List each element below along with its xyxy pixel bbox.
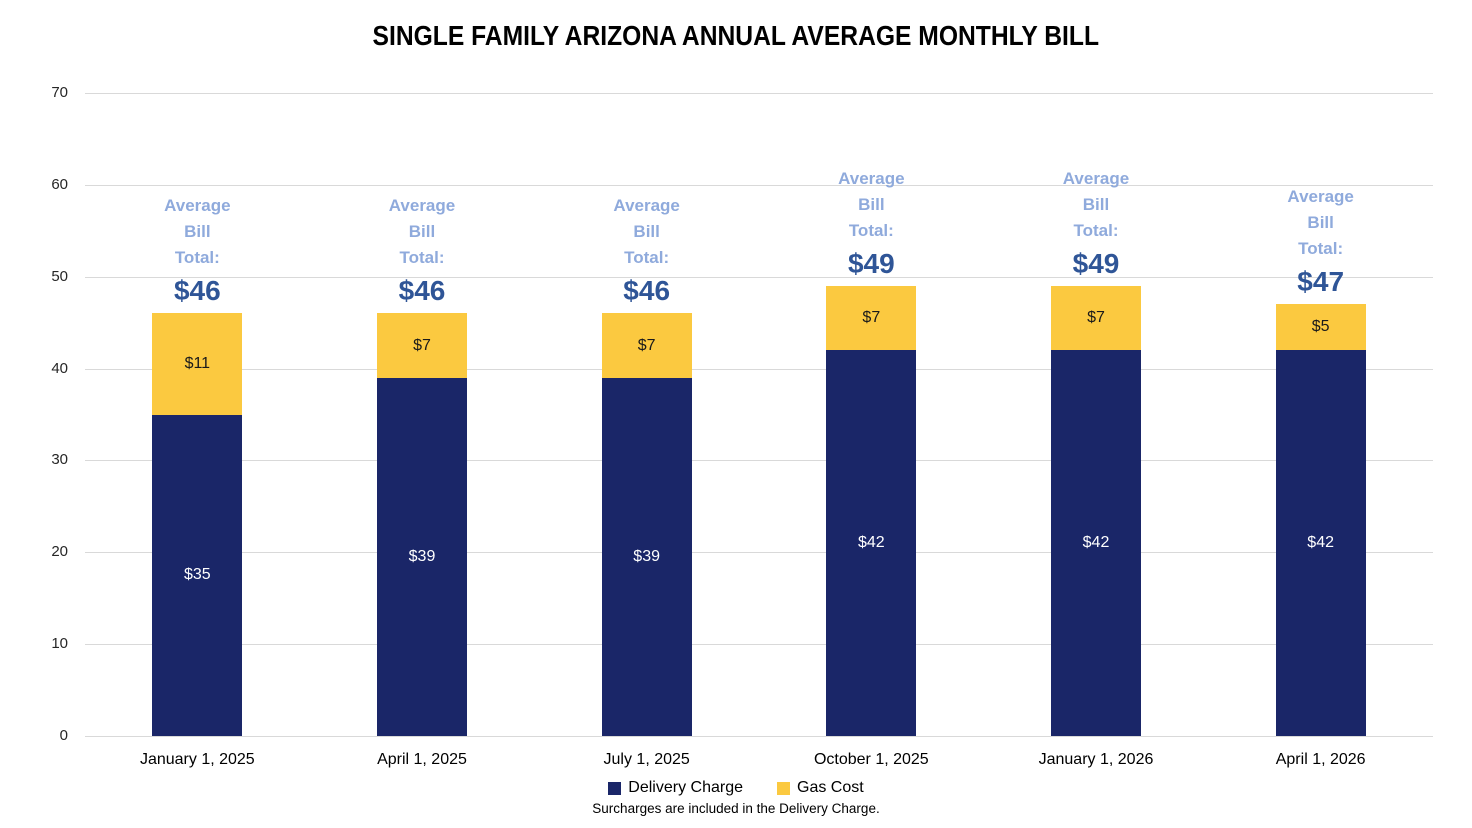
delivery-charge-value-label: $39: [408, 547, 436, 565]
annotation-total-value: $46: [173, 275, 221, 307]
gas-cost-value-label: $7: [637, 336, 656, 354]
x-axis-category-label: January 1, 2026: [1038, 751, 1154, 768]
annotation-heading-line: Bill: [1307, 213, 1334, 233]
gridline: [85, 368, 1433, 370]
annotation-heading-line: Total:: [1298, 239, 1344, 259]
x-axis-category-label: January 1, 2025: [139, 751, 255, 768]
legend: Delivery Charge Gas Cost: [0, 779, 1472, 797]
legend-swatch-delivery-charge: [608, 781, 622, 795]
gridline: [85, 276, 1433, 278]
bar-segment-gas-cost: $7: [377, 313, 467, 378]
average-bill-total-annotation: Average Bill Total: $49: [1001, 166, 1191, 280]
gas-cost-value-label: $11: [184, 354, 211, 372]
gridline: [85, 644, 1433, 646]
annotation-heading-line: Average: [1287, 187, 1354, 207]
legend-item: Delivery Charge: [608, 779, 743, 797]
bar-segment-gas-cost: $7: [826, 285, 917, 351]
annotation-heading-line: Total:: [174, 248, 220, 268]
y-axis-tick-label: 50: [51, 267, 68, 285]
annotation-heading-line: Total:: [624, 248, 670, 268]
gas-cost-value-label: $7: [1087, 309, 1105, 327]
annotation-heading-line: Total:: [848, 220, 894, 240]
delivery-charge-value-label: $42: [857, 534, 885, 552]
bar-segment-gas-cost: $11: [152, 313, 243, 415]
x-axis-category-label: October 1, 2025: [813, 751, 929, 768]
bar-segment-gas-cost: $7: [1051, 285, 1141, 351]
stacked-bar: $5 $42: [1275, 304, 1366, 736]
average-bill-total-annotation: Average Bill Total: $46: [327, 193, 517, 307]
annotation-heading-line: Average: [388, 196, 456, 216]
annotation-total-value: $46: [398, 275, 446, 307]
y-axis-tick-label: 40: [51, 359, 68, 377]
annotation-heading-line: Average: [1062, 168, 1130, 188]
bar-segment-delivery-charge: $42: [826, 350, 917, 736]
gridline: [85, 184, 1433, 186]
chart-title: SINGLE FAMILY ARIZONA ANNUAL AVERAGE MON…: [0, 20, 1472, 52]
annotation-heading-line: Average: [838, 168, 905, 188]
bar-segment-gas-cost: $7: [601, 313, 692, 378]
annotation-heading-line: Bill: [1082, 194, 1110, 214]
annotation-heading-line: Average: [164, 196, 231, 216]
bar-segment-delivery-charge: $39: [601, 377, 692, 736]
average-bill-total-annotation: Average Bill Total: $49: [776, 166, 966, 280]
y-axis-tick-label: 20: [51, 543, 68, 561]
stacked-bar: $11 $35: [152, 313, 243, 736]
annotation-heading-line: Bill: [633, 222, 660, 242]
gridline: [85, 460, 1433, 462]
annotation-heading-line: Total:: [399, 248, 445, 268]
x-axis-category-label: April 1, 2025: [377, 751, 467, 768]
annotation-total-value: $47: [1297, 266, 1345, 298]
chart-title-text: SINGLE FAMILY ARIZONA ANNUAL AVERAGE MON…: [372, 20, 1100, 51]
y-axis-tick-label: 0: [59, 727, 68, 744]
legend-item: Gas Cost: [777, 779, 864, 797]
delivery-charge-value-label: $39: [633, 547, 660, 565]
gridline: [85, 93, 1433, 94]
annotation-heading-line: Bill: [858, 194, 885, 214]
bar-segment-delivery-charge: $42: [1051, 350, 1141, 736]
bar-segment-delivery-charge: $39: [377, 377, 467, 736]
y-axis-tick-label: 70: [51, 84, 68, 101]
gas-cost-value-label: $7: [413, 336, 431, 354]
y-axis-tick-label: 30: [51, 451, 68, 469]
average-bill-total-annotation: Average Bill Total: $46: [102, 193, 292, 307]
legend-item-label: Gas Cost: [797, 779, 864, 796]
bar-segment-gas-cost: $5: [1275, 304, 1366, 351]
delivery-charge-value-label: $42: [1082, 534, 1110, 552]
annotation-total-value: $49: [847, 247, 895, 279]
average-bill-total-annotation: Average Bill Total: $47: [1226, 184, 1416, 298]
annotation-heading-line: Average: [613, 196, 680, 216]
annotation-total-value: $46: [623, 275, 671, 307]
annotation-total-value: $49: [1072, 247, 1120, 279]
x-axis-category-label: July 1, 2025: [603, 751, 690, 768]
stacked-bar: $7 $39: [601, 313, 692, 736]
stacked-bar: $7 $42: [826, 285, 917, 736]
y-axis-tick-label: 60: [51, 175, 68, 193]
bar-segment-delivery-charge: $35: [152, 414, 243, 736]
average-bill-total-annotation: Average Bill Total: $46: [552, 193, 742, 307]
legend-item-label: Delivery Charge: [628, 779, 744, 796]
legend-swatch-gas-cost: [777, 781, 791, 795]
annotation-heading-line: Bill: [408, 222, 436, 242]
stacked-bar: $7 $42: [1051, 285, 1141, 736]
bar-segment-delivery-charge: $42: [1275, 350, 1366, 736]
gridline: [85, 736, 1433, 737]
stacked-bar: $7 $39: [377, 313, 467, 736]
gridline: [85, 552, 1433, 554]
x-axis-category-label: April 1, 2026: [1275, 751, 1366, 768]
annotation-heading-line: Total:: [1073, 220, 1119, 240]
gas-cost-value-label: $5: [1311, 318, 1330, 336]
delivery-charge-value-label: $35: [183, 566, 211, 584]
delivery-charge-value-label: $42: [1307, 534, 1334, 552]
y-axis-tick-label: 10: [51, 635, 68, 653]
chart-footnote: Surcharges are included in the Delivery …: [592, 801, 880, 816]
gas-cost-value-label: $7: [862, 309, 881, 327]
annotation-heading-line: Bill: [184, 222, 211, 242]
